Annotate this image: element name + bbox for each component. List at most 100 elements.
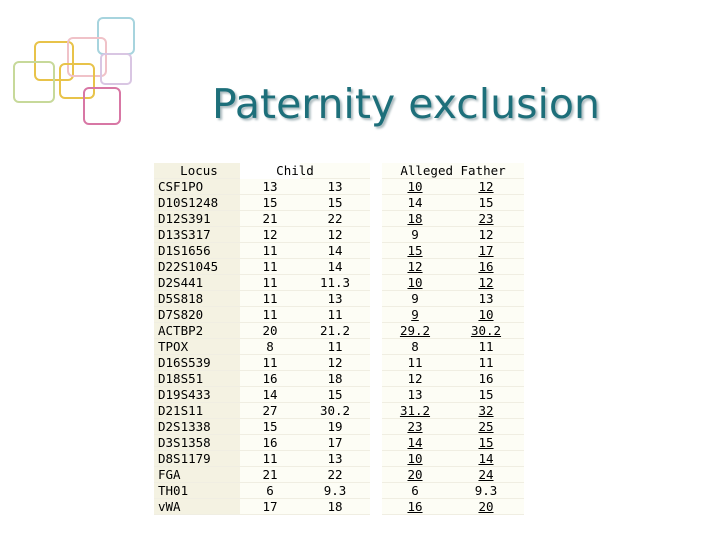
father-allele-2: 10 xyxy=(448,307,524,323)
father-allele-2: 20 xyxy=(448,499,524,515)
table-row: D18S51 16 18 12 16 xyxy=(154,371,524,387)
locus-cell-value: D19S433 xyxy=(158,387,211,402)
father-allele-2: 17 xyxy=(448,243,524,259)
child-allele-1-value: 14 xyxy=(262,387,278,402)
father-allele-1: 23 xyxy=(382,419,448,435)
table-row: D5S818 11 13 9 13 xyxy=(154,291,524,307)
father-allele-1-value: 12 xyxy=(407,371,423,386)
child-allele-1-value: 27 xyxy=(262,403,278,418)
locus-cell: D12S391 xyxy=(154,211,240,227)
child-allele-1: 21 xyxy=(240,211,300,227)
father-allele-2: 32 xyxy=(448,403,524,419)
father-allele-1: 9 xyxy=(382,227,448,243)
column-gap xyxy=(370,243,382,259)
locus-cell: TPOX xyxy=(154,339,240,355)
child-allele-1-value: 11 xyxy=(262,355,278,370)
child-allele-2: 11 xyxy=(300,339,370,355)
child-allele-2-value: 22 xyxy=(327,467,343,482)
child-allele-2: 22 xyxy=(300,467,370,483)
locus-cell-value: TPOX xyxy=(158,339,189,354)
father-allele-2-value: 15 xyxy=(478,435,494,450)
locus-cell: D2S441 xyxy=(154,275,240,291)
table-row: D7S820 11 11 9 10 xyxy=(154,307,524,323)
father-allele-2: 23 xyxy=(448,211,524,227)
locus-cell-value: D2S441 xyxy=(158,275,204,290)
child-allele-1-value: 17 xyxy=(262,499,278,514)
child-allele-2-value: 12 xyxy=(327,227,343,242)
table-row: D2S441 11 11.3 10 12 xyxy=(154,275,524,291)
child-allele-1: 6 xyxy=(240,483,300,499)
father-allele-2: 12 xyxy=(448,179,524,195)
table-row: D21S11 27 30.2 31.2 32 xyxy=(154,403,524,419)
child-allele-2-value: 12 xyxy=(327,355,343,370)
father-allele-2: 9.3 xyxy=(448,483,524,499)
column-gap xyxy=(370,307,382,323)
table-row: D1S1656 11 14 15 17 xyxy=(154,243,524,259)
locus-cell-value: D16S539 xyxy=(158,355,211,370)
father-allele-1-value: 18 xyxy=(407,211,423,226)
father-allele-1-value: 6 xyxy=(411,483,419,498)
decorative-squares-logo xyxy=(13,17,135,125)
locus-cell-value: CSF1PO xyxy=(158,179,204,194)
father-allele-2-value: 15 xyxy=(478,195,494,210)
child-allele-1-value: 11 xyxy=(262,275,278,290)
father-allele-1-value: 10 xyxy=(407,451,423,466)
locus-cell: TH01 xyxy=(154,483,240,499)
locus-cell: CSF1PO xyxy=(154,179,240,195)
father-allele-2-value: 14 xyxy=(478,451,494,466)
column-gap xyxy=(370,179,382,195)
father-allele-2: 13 xyxy=(448,291,524,307)
column-gap xyxy=(370,419,382,435)
child-allele-2: 18 xyxy=(300,499,370,515)
father-allele-2-value: 12 xyxy=(478,275,494,290)
child-allele-2: 15 xyxy=(300,387,370,403)
child-allele-2-value: 21.2 xyxy=(319,323,351,338)
table-row: D12S391 21 22 18 23 xyxy=(154,211,524,227)
father-allele-1-value: 9 xyxy=(411,227,419,242)
locus-cell-value: ACTBP2 xyxy=(158,323,204,338)
father-allele-1: 29.2 xyxy=(382,323,448,339)
father-allele-1-value: 10 xyxy=(407,275,423,290)
child-allele-2-value: 22 xyxy=(327,211,343,226)
father-allele-2-value: 16 xyxy=(478,371,494,386)
column-gap xyxy=(370,451,382,467)
child-allele-1-value: 21 xyxy=(262,211,278,226)
child-allele-1-value: 20 xyxy=(262,323,278,338)
father-allele-2-value: 24 xyxy=(478,467,494,482)
locus-cell: D8S1179 xyxy=(154,451,240,467)
father-allele-1: 10 xyxy=(382,179,448,195)
father-allele-2: 30.2 xyxy=(448,323,524,339)
father-allele-2-value: 23 xyxy=(478,211,494,226)
locus-cell-value: D13S317 xyxy=(158,227,211,242)
child-allele-1-value: 15 xyxy=(262,195,278,210)
column-gap xyxy=(370,211,382,227)
child-allele-1: 15 xyxy=(240,195,300,211)
child-allele-2-value: 17 xyxy=(327,435,343,450)
father-allele-2-value: 10 xyxy=(478,307,494,322)
table-header-row: Locus Child Alleged Father xyxy=(154,163,524,179)
child-allele-2-value: 15 xyxy=(327,387,343,402)
table-row: D22S1045 11 14 12 16 xyxy=(154,259,524,275)
father-allele-2-value: 17 xyxy=(478,243,494,258)
father-allele-1-value: 12 xyxy=(407,259,423,274)
father-allele-1-value: 16 xyxy=(407,499,423,514)
child-allele-2-value: 9.3 xyxy=(323,483,347,498)
child-allele-1-value: 11 xyxy=(262,451,278,466)
father-allele-1: 10 xyxy=(382,275,448,291)
father-allele-1-value: 9 xyxy=(411,307,419,322)
column-gap xyxy=(370,291,382,307)
header-locus: Locus xyxy=(154,163,240,179)
child-allele-1-value: 15 xyxy=(262,419,278,434)
column-gap xyxy=(370,403,382,419)
child-allele-2: 14 xyxy=(300,243,370,259)
child-allele-2: 15 xyxy=(300,195,370,211)
child-allele-1-value: 6 xyxy=(266,483,274,498)
column-gap xyxy=(370,355,382,371)
locus-cell: D13S317 xyxy=(154,227,240,243)
child-allele-1: 11 xyxy=(240,451,300,467)
child-allele-1: 12 xyxy=(240,227,300,243)
child-allele-2: 9.3 xyxy=(300,483,370,499)
allele-table: Locus Child Alleged Father CSF1PO 13 13 10 1… xyxy=(154,163,524,515)
father-allele-2-value: 15 xyxy=(478,387,494,402)
column-gap xyxy=(370,499,382,515)
